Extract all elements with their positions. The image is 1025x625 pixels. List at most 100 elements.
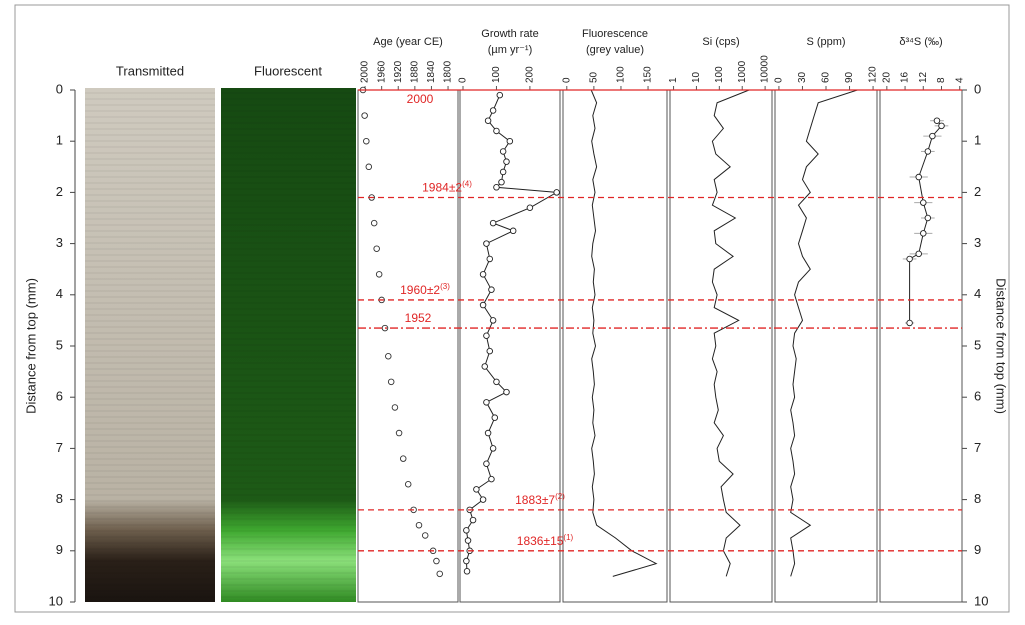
data-point: [489, 317, 497, 324]
panel-title: δ³⁴S (‰): [899, 36, 942, 48]
data-point: [463, 527, 470, 534]
x-tick-label: 4: [954, 77, 965, 83]
data-point: [506, 137, 514, 145]
x-tick-label: 10: [691, 71, 702, 83]
age-label-sup: (1): [563, 533, 573, 542]
data-point: [906, 319, 913, 327]
age-label: 1960±2: [400, 283, 440, 297]
data-point: [503, 388, 510, 396]
y-tick-label: 0: [974, 81, 981, 96]
data-point: [924, 214, 932, 222]
panel-frame: [879, 89, 963, 603]
x-tick-label: 1000: [737, 60, 748, 83]
data-point: [385, 352, 392, 360]
data-point: [484, 117, 492, 124]
data-point: [489, 445, 497, 452]
age-marker-label: 1836±15(1): [517, 533, 574, 548]
data-point: [365, 163, 373, 171]
age-marker-label: 1984±2(4): [422, 180, 472, 195]
data-point: [395, 429, 403, 437]
panel-frame: [562, 89, 668, 603]
data-point: [553, 189, 560, 196]
x-tick-label: 100: [491, 66, 502, 83]
y-tick-label: 10: [974, 593, 988, 608]
x-tick-label: 10000: [760, 55, 771, 83]
data-point: [473, 486, 480, 493]
data-point: [463, 557, 470, 565]
data-point: [363, 137, 370, 145]
data-point: [915, 173, 922, 181]
data-point: [933, 117, 941, 124]
x-tick-label: 0: [561, 77, 572, 83]
data-point: [906, 255, 913, 263]
data-point: [483, 399, 490, 406]
y-tick-label: 1: [974, 133, 981, 148]
image-texture: [221, 88, 356, 602]
panel-frame: [459, 89, 561, 603]
x-tick-label: 100: [714, 66, 725, 83]
y-tick-label: 2: [974, 184, 981, 199]
panel-title: Growth rate: [481, 28, 538, 40]
age-label: 1883±7: [515, 493, 555, 507]
profile-line: [790, 89, 858, 577]
data-point: [404, 480, 412, 488]
data-point: [493, 127, 500, 135]
data-point: [375, 271, 383, 278]
data-point: [924, 148, 932, 155]
y-axis-label: Distance from top (mm): [994, 278, 1009, 414]
y-tick-label: 3: [56, 235, 63, 250]
y-tick-label: 1: [56, 133, 63, 148]
data-point: [493, 378, 500, 386]
x-tick-label: 1960: [376, 60, 387, 83]
data-point: [486, 347, 494, 355]
data-point: [509, 227, 517, 235]
y-tick-label: 4: [56, 286, 63, 301]
y-tick-label: 10: [49, 593, 63, 608]
x-tick-label: 90: [844, 71, 855, 83]
x-tick-label: 1: [668, 77, 679, 83]
x-tick-label: 20: [881, 71, 892, 83]
data-point: [915, 250, 922, 258]
data-point: [433, 557, 440, 565]
data-point: [483, 332, 490, 340]
x-tick-label: 100: [616, 66, 627, 83]
data-point: [489, 219, 497, 227]
data-point: [387, 378, 395, 386]
x-tick-label: 2000: [360, 60, 371, 83]
data-point: [488, 286, 495, 293]
frame: [14, 4, 1010, 613]
x-tick-label: 16: [900, 71, 911, 83]
x-tick-label: 1880: [409, 60, 420, 83]
data-point: [399, 455, 407, 462]
data-point: [373, 245, 380, 252]
x-tick-label: 0: [458, 77, 469, 83]
age-marker-label: 1952: [405, 311, 432, 325]
data-point: [415, 521, 423, 529]
data-point: [483, 240, 490, 247]
panel-title: S (ppm): [806, 36, 845, 48]
y-tick-label: 8: [974, 491, 981, 506]
data-point: [391, 404, 399, 411]
image-title: Fluorescent: [254, 63, 322, 78]
y-tick-label: 4: [974, 286, 981, 301]
x-tick-label: 8: [936, 77, 947, 83]
y-tick-label: 7: [56, 440, 63, 455]
y-tick-label: 9: [56, 542, 63, 557]
data-point: [479, 271, 487, 278]
data-point: [469, 516, 477, 524]
data-point: [493, 184, 500, 191]
y-tick-label: 6: [974, 389, 981, 404]
age-label: 1984±2: [422, 181, 462, 195]
profile-line: [590, 89, 658, 577]
data-point: [484, 429, 492, 437]
x-tick-label: 200: [525, 66, 536, 83]
panel-title: Si (cps): [702, 36, 739, 48]
data-point: [436, 570, 443, 578]
data-point: [920, 230, 927, 237]
age-marker-label: 1960±2(3): [400, 282, 450, 297]
data-point: [499, 148, 507, 155]
age-label: 1836±15: [517, 534, 564, 548]
y-axis-label: Distance from top (mm): [23, 278, 38, 414]
age-marker-label: 2000: [407, 92, 434, 106]
data-point: [938, 122, 945, 130]
